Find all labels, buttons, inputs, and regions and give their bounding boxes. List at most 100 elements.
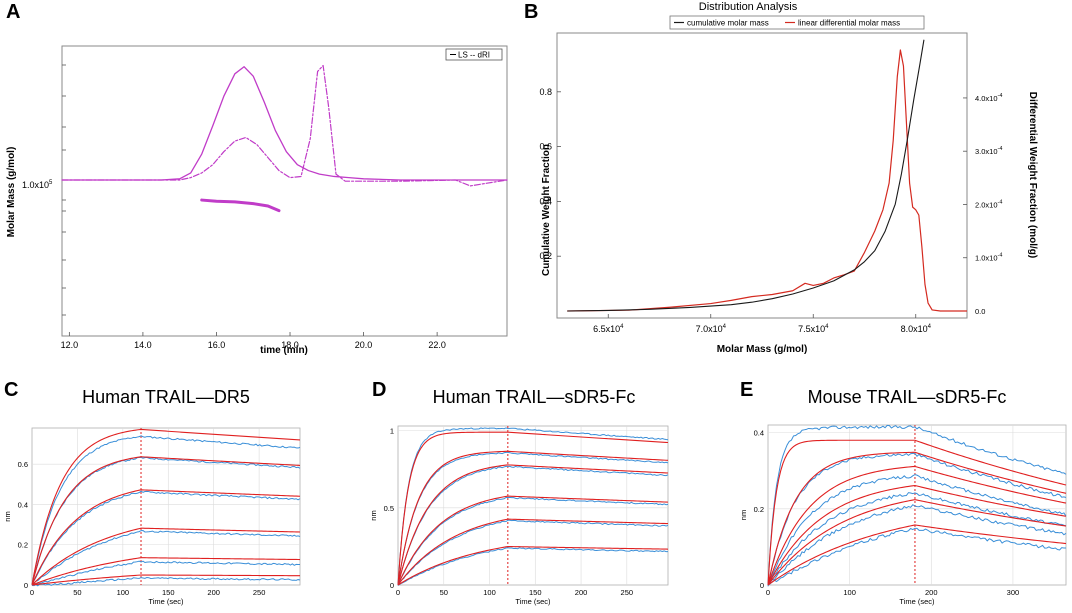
chart-c-fit-curve-5 <box>31 574 301 586</box>
chart-b-title: Distribution Analysis <box>699 1 798 13</box>
chart-e-measured-curve-5 <box>767 527 1067 586</box>
chart-d-fit-curve-1 <box>397 450 669 586</box>
chart-c-y-tick-label-1: 0.2 <box>18 541 28 550</box>
chart-d-x-tick-label-3: 150 <box>529 588 542 597</box>
chart-d-x-tick-label-1: 50 <box>440 588 448 597</box>
chart-b-y-tick-label-0: 0.2 <box>539 251 552 261</box>
chart-d-y-tick-label-0: 0 <box>390 581 394 590</box>
chart-c-fit-curve-0 <box>31 428 301 586</box>
chart-a-x-ticks: 12.0 14.0 16.0 18.0 20.0 22.0 <box>61 332 446 350</box>
chart-d-y-tick-label-1: 0.5 <box>384 504 394 513</box>
chart-d-fit-curve-4 <box>397 518 669 586</box>
chart-c-y-tick-label-0: 0 <box>24 581 28 590</box>
chart-a-x-tick-label-2: 16.0 <box>208 340 226 350</box>
chart-c-x-tick-label-4: 200 <box>207 588 220 597</box>
chart-d-x-tick-label-0: 0 <box>396 588 400 597</box>
chart-c-y-label: nm <box>3 511 12 521</box>
chart-d-title: Human TRAIL—sDR5-Fc <box>433 387 636 407</box>
chart-b-y-tick-label-1: 0.4 <box>539 196 552 206</box>
panel-letter-b: B <box>524 1 538 23</box>
chart-e-x-tick-label-3: 300 <box>1007 588 1020 597</box>
chart-d-y-label: nm <box>369 510 378 520</box>
chart-b-series-cumulative <box>567 39 925 312</box>
chart-a-y-minor-ticks <box>62 64 68 316</box>
chart-b-legend-differential: linear differential molar mass <box>798 19 900 28</box>
chart-d: Human TRAIL—sDR5-Fc 0 50 100 150 200 250 0 0.5 1… <box>369 387 669 606</box>
chart-b-y2-tick-label-0: 1.0x10-4 <box>975 253 1002 263</box>
chart-d-fit-curve-0 <box>397 431 669 586</box>
chart-e-measured-curve-2 <box>767 474 1067 585</box>
chart-d-measured-curve-0 <box>397 427 669 586</box>
chart-c-fit-curve-2 <box>31 489 301 586</box>
chart-a-y-label: Molar Mass (g/mol) <box>6 147 17 238</box>
chart-c-x-tick-label-5: 250 <box>253 588 266 597</box>
chart-e-x-tick-label-2: 200 <box>925 588 938 597</box>
chart-e-y-label: nm <box>739 510 748 520</box>
chart-b-y-tick-label-3: 0.8 <box>539 87 552 97</box>
chart-b-y-tick-label-2: 0.6 <box>539 142 552 152</box>
chart-e-x-label: Time (sec) <box>899 597 935 606</box>
chart-e-fit-curve-0 <box>767 439 1067 586</box>
chart-b-axes: 0.2 0.4 0.6 0.8 1.0x10-4 2.0x10-4 3.0x10-4 4.0x… <box>539 87 1002 334</box>
chart-e-fit-curve-1 <box>767 451 1067 586</box>
chart-a-series-ls <box>61 66 508 181</box>
chart-e: Mouse TRAIL—sDR5-Fc 0 100 200 300 0 0.2 0.4 nm T… <box>739 387 1067 606</box>
chart-d-fit-curve-2 <box>397 464 669 586</box>
chart-b-y2-tick-label-1: 2.0x10-4 <box>975 199 1002 209</box>
chart-c-x-tick-label-3: 150 <box>162 588 175 597</box>
chart-a-legend: LS -- dRI <box>445 48 503 61</box>
chart-e-measured-curve-4 <box>767 504 1067 586</box>
chart-c-y-tick-label-2: 0.4 <box>18 500 28 509</box>
chart-e-x-tick-label-1: 100 <box>843 588 856 597</box>
chart-a-legend-box <box>445 48 503 61</box>
chart-e-y-tick-label-0: 0 <box>760 581 764 590</box>
chart-b-x-tick-label-2: 7.5x104 <box>798 324 829 334</box>
chart-d-y-tick-label-2: 1 <box>390 427 394 436</box>
chart-b-frame <box>556 32 968 319</box>
chart-b-legend: cumulative molar mass linear differentia… <box>669 15 925 30</box>
chart-e-fit-curve-5 <box>767 524 1067 586</box>
chart-e-y-tick-label-2: 0.4 <box>754 429 764 438</box>
chart-b-x-tick-label-3: 8.0x104 <box>901 324 932 334</box>
chart-c-x-tick-label-0: 0 <box>30 588 34 597</box>
chart-c-y-tick-label-3: 0.6 <box>18 460 28 469</box>
chart-a-x-tick-label-4: 20.0 <box>355 340 373 350</box>
chart-a: 12.0 14.0 16.0 18.0 20.0 22.0 1.0x105 Molar M… <box>6 45 508 356</box>
chart-c-frame <box>31 427 301 586</box>
chart-e-frame <box>767 424 1067 586</box>
chart-c-measured-curve-5 <box>31 577 301 587</box>
chart-c-title: Human TRAIL—DR5 <box>82 387 250 407</box>
chart-c-x-tick-label-2: 100 <box>117 588 130 597</box>
chart-a-x-tick-label-5: 22.0 <box>428 340 446 350</box>
chart-b-series <box>567 39 967 312</box>
chart-e-x-tick-label-0: 0 <box>766 588 770 597</box>
chart-a-series <box>61 64 508 213</box>
chart-b-x-tick-label-0: 6.5x104 <box>593 324 624 334</box>
panel-letter-e: E <box>740 379 753 401</box>
chart-d-measured-curve-1 <box>397 451 669 586</box>
chart-e-measured-curve-0 <box>767 424 1067 585</box>
chart-c-x-label: Time (sec) <box>148 597 184 606</box>
chart-d-frame <box>397 425 669 586</box>
chart-e-y-tick-label-1: 0.2 <box>754 505 764 514</box>
chart-a-x-tick-label-0: 12.0 <box>61 340 79 350</box>
chart-b-y-label: Cumulative Weight Fraction <box>541 144 552 276</box>
chart-c-measured-curve-0 <box>31 435 301 585</box>
chart-c-measured-curve-4 <box>31 560 301 587</box>
panel-letter-d: D <box>372 379 386 401</box>
chart-a-x-label: time (min) <box>260 345 308 356</box>
chart-d-measured-curve-3 <box>397 496 669 586</box>
panel-letter-a: A <box>6 1 20 23</box>
chart-b-legend-box <box>669 15 925 30</box>
chart-c: Human TRAIL—DR5 0 50 100 150 200 250 0 0.2 0.4 0.… <box>3 387 301 606</box>
chart-e-measured-curve-1 <box>767 452 1067 587</box>
chart-c-x-tick-label-1: 50 <box>73 588 81 597</box>
chart-c-measured-curve-1 <box>31 456 301 586</box>
chart-d-measured-curve-5 <box>397 547 669 586</box>
chart-c-fit-curve-3 <box>31 527 301 586</box>
chart-a-legend-text: LS -- dRI <box>458 51 490 60</box>
chart-b-y2-tick-label-3: 4.0x10-4 <box>975 93 1002 103</box>
chart-d-x-tick-label-2: 100 <box>483 588 496 597</box>
chart-e-fit-curve-2 <box>767 465 1067 586</box>
